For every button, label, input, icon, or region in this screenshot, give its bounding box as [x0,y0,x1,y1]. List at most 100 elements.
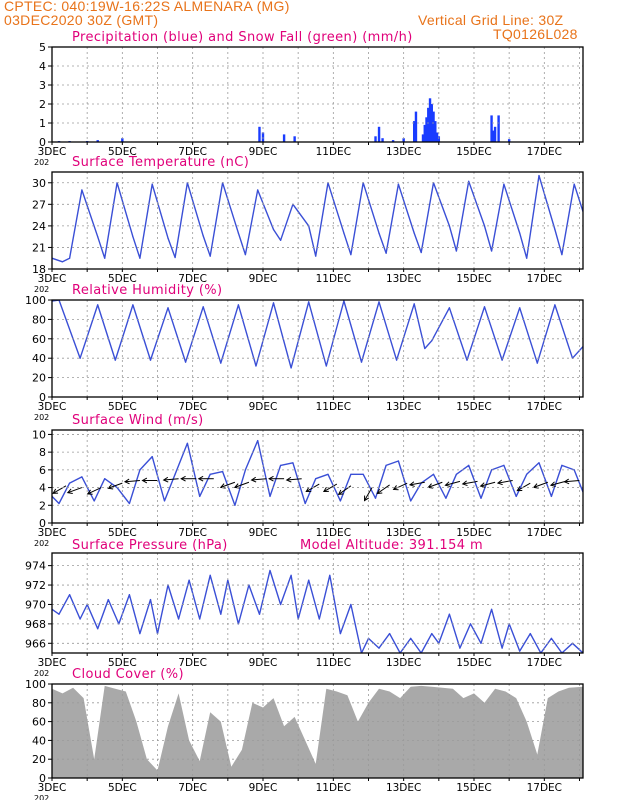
wind-point-5 [104,478,106,480]
wind-ytick-label-0: 0 [39,517,46,530]
precip-ytick-label-0: 0 [39,136,46,149]
humidity-point-6 [149,359,152,361]
humidity-ytick-label-1: 20 [32,372,46,385]
cloud-ytick-label-4: 80 [32,697,46,710]
temp-point-11 [174,256,176,259]
pressure-point-22 [269,569,271,572]
precip-ytick-label-1: 1 [39,117,46,130]
temp-xtick-label-0: 3DEC [38,273,67,285]
pressure-point-33 [378,647,380,649]
humidity-point-16 [325,365,327,367]
wind-point-27 [362,473,364,475]
pressure-point-14 [188,579,190,581]
wind-ytick-label-2: 4 [39,482,46,495]
pressure-point-28 [329,574,331,576]
precip-bar-0-20 [428,98,432,142]
pressure-ytick-label-0: 966 [25,637,46,650]
wind-arrowhead-4 [123,478,130,485]
wind-arrow-10 [234,481,250,488]
pressure-ytick-label-4: 974 [25,560,46,573]
wind-point-7 [128,502,130,505]
humidity-xtick-label-7: 17DEC [527,401,562,413]
cloud-ytick-label-5: 100 [25,678,46,691]
temp-xtick-label-2: 7DEC [178,273,207,285]
pressure-xtick-label-3: 9DEC [249,657,278,669]
wind-point-26 [350,473,352,475]
wind-point-18 [257,440,259,442]
humidity-point-5 [132,304,134,306]
pressure-xtick-label-2: 7DEC [178,657,207,669]
wind-arrowhead-11 [250,476,257,483]
humidity-point-29 [536,362,538,364]
wind-arrow-1 [67,487,83,494]
wind-arrow-23 [462,480,478,485]
pressure-point-30 [350,603,352,606]
wind-arrow-15 [323,483,338,492]
temp-point-29 [385,252,387,254]
wind-xtick-label-5: 13DEC [386,527,421,539]
wind-point-44 [561,464,563,466]
temp-point-34 [448,225,450,227]
humidity-point-17 [343,300,345,302]
wind-point-12 [186,442,188,444]
wind-data [52,439,583,506]
wind-arrow-26 [517,482,531,492]
temp-panel: 18 21 24 27 30 3DEC 5DEC 7DEC 9DEC 11DEC 13DEC 15DE… [32,155,584,294]
cloud-xtick-label-4: 11DEC [316,782,351,794]
pressure-point-9 [139,633,141,635]
pressure-line [52,569,583,653]
wind-arrow-20 [409,481,425,486]
humidity-panel: 0 20 40 60 80 100 3DEC 5DEC 7DEC 9DEC 11DEC 13DEC 15… [25,283,584,422]
temp-point-9 [151,183,153,185]
precip-bar-0-8 [293,136,296,142]
wind-point-21 [292,462,294,464]
wind-arrow-0 [52,485,67,494]
temp-xtick-label-6: 15DEC [456,273,491,285]
wind-arrow-4 [124,479,140,483]
pressure-xtick-label-5: 13DEC [386,657,421,669]
humidity-point-27 [501,359,503,361]
precip-bar-0-18 [425,117,428,142]
pressure-point-47 [519,650,521,652]
temp-line [52,174,583,263]
humidity-point-13 [272,302,275,304]
wind-arrowhead-29 [563,478,570,485]
cloud-data [52,685,583,778]
wind-point-20 [280,464,282,466]
pressure-point-42 [469,623,472,625]
humidity-xtick-label-4: 11DEC [316,401,351,413]
temp-xtick-label-5: 13DEC [386,273,421,285]
cloud-frame [51,683,584,779]
wind-arrowhead-2 [86,489,93,495]
precip-bar-0-12 [391,140,395,142]
temp-xtick-label-1: 5DEC [108,273,137,285]
temp-ytick-label-1: 21 [32,241,46,254]
wind-arrow-27 [533,481,549,488]
cloud-ytick-label-2: 40 [32,734,46,747]
precip-xtick-label-0: 3DEC [38,146,67,158]
temp-year-label: 202 [34,285,49,294]
humidity-ytick-label-4: 80 [32,313,46,326]
humidity-point-24 [448,307,450,309]
precip-bar-0-11 [381,138,384,142]
wind-line [52,439,583,506]
precip-bar-0-13 [402,138,405,142]
wind-point-23 [315,478,317,480]
wind-xtick-label-4: 11DEC [316,527,351,539]
humidity-point-15 [308,301,310,303]
temp-xtick-label-3: 9DEC [249,273,278,285]
pressure-point-26 [308,579,310,581]
humidity-xtick-label-2: 7DEC [178,401,207,413]
wind-arrowhead-25 [496,479,503,486]
humidity-point-2 [79,357,81,359]
temp-point-14 [209,255,211,257]
temp-point-38 [491,250,493,252]
temp-point-44 [561,254,563,256]
precip-bar-0-16 [421,134,425,142]
temp-xtick-label-7: 17DEC [527,273,562,285]
cloud-xtick-label-5: 13DEC [386,782,421,794]
wind-frame [51,429,584,524]
wind-point-2 [69,482,71,484]
pressure-ytick-label-2: 970 [25,598,46,611]
wind-point-13 [199,495,201,497]
